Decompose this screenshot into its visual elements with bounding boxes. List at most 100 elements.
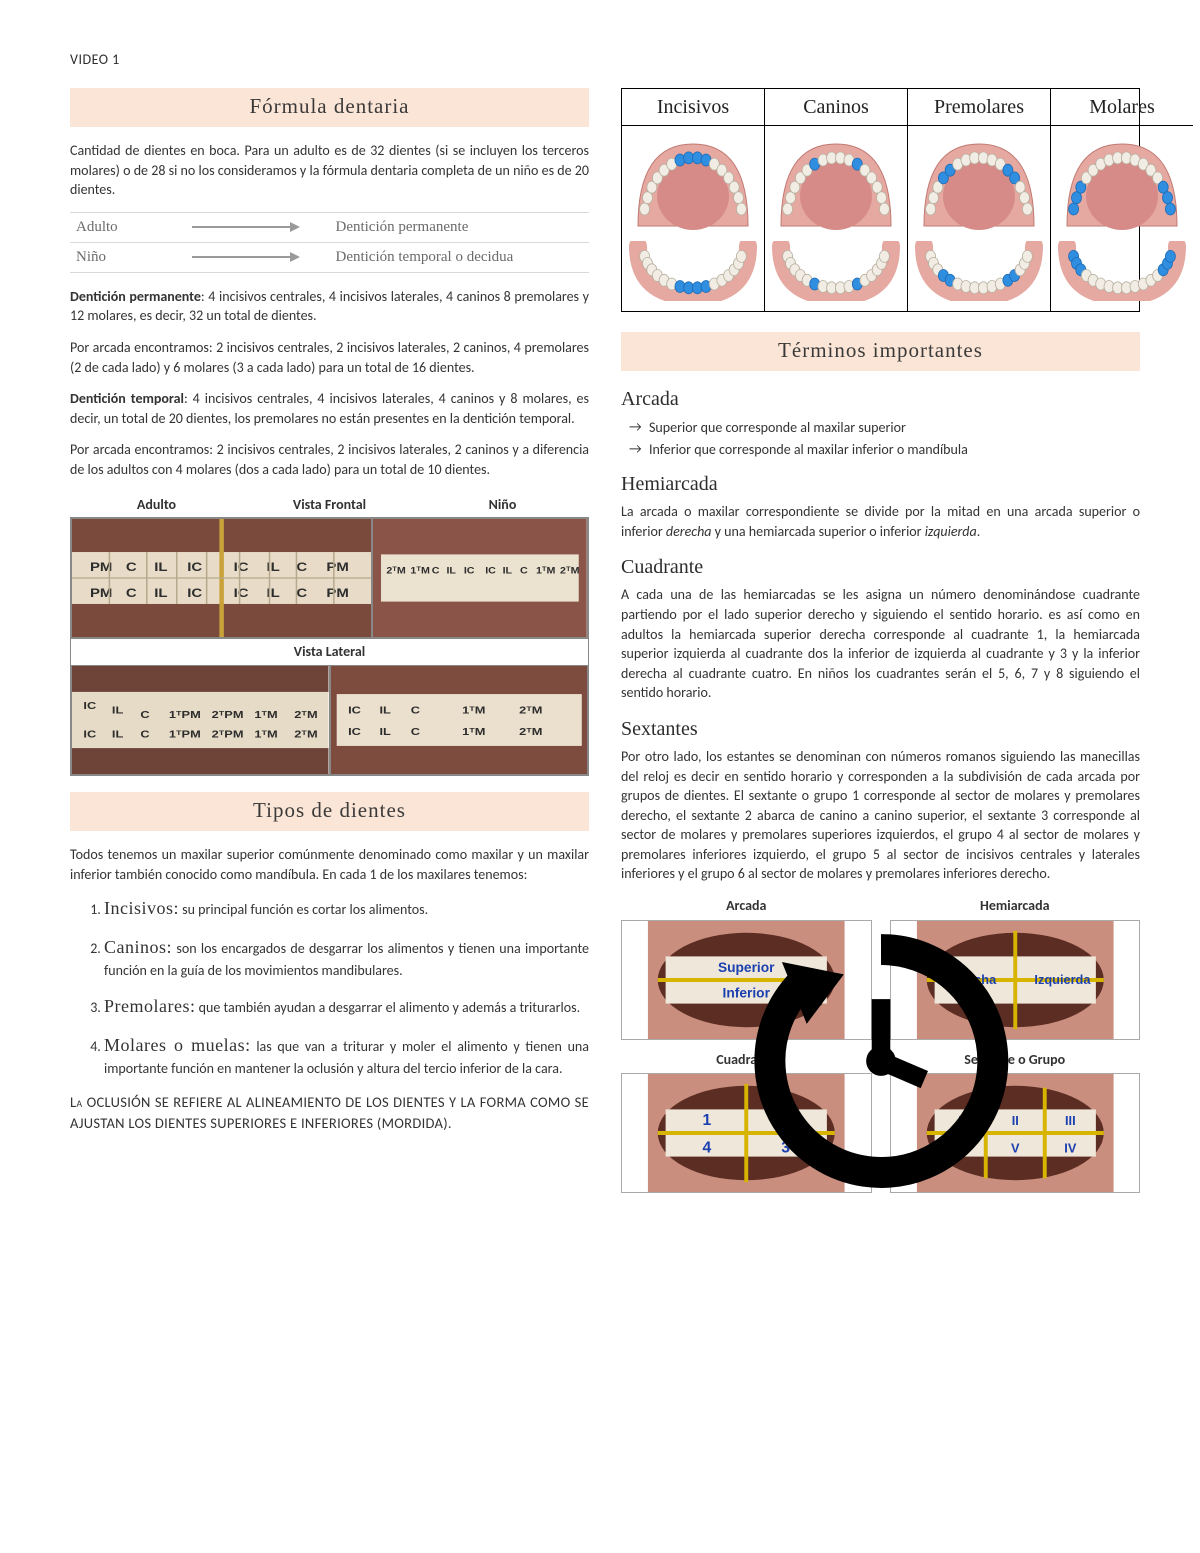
svg-text:2ᵀM: 2ᵀM bbox=[294, 710, 317, 720]
svg-text:2ᵀPM: 2ᵀPM bbox=[212, 710, 244, 720]
section-title-terminos: Términos importantes bbox=[621, 332, 1140, 371]
adult-frontal-photo: PMCILIC ICILCPM PMCILIC ICILCPM bbox=[71, 518, 372, 638]
svg-text:1ᵀM: 1ᵀM bbox=[536, 566, 555, 576]
svg-text:IL: IL bbox=[154, 561, 167, 574]
list-item: Incisivos: su principal función es corta… bbox=[104, 896, 589, 921]
dentition-table: Adulto Dentición permanente Niño Dentici… bbox=[70, 212, 589, 273]
svg-text:IL: IL bbox=[112, 729, 123, 739]
svg-text:IL: IL bbox=[379, 706, 390, 716]
tooth-chart-col: Premolares bbox=[908, 89, 1051, 311]
terms-grid: Arcada Superior Inferior Hemiarcada bbox=[621, 896, 1140, 1193]
svg-text:PM: PM bbox=[326, 561, 348, 574]
svg-text:1ᵀPM: 1ᵀPM bbox=[169, 710, 201, 720]
table-row: Niño Dentición temporal o decidua bbox=[70, 242, 589, 272]
arrow-icon bbox=[184, 212, 329, 242]
svg-text:C: C bbox=[410, 727, 419, 737]
svg-text:1ᵀM: 1ᵀM bbox=[411, 566, 430, 576]
arcada-list: Superior que corresponde al maxilar supe… bbox=[621, 417, 1140, 460]
svg-text:2ᵀM: 2ᵀM bbox=[560, 566, 579, 576]
svg-text:IC: IC bbox=[485, 566, 496, 576]
row-target: Dentición temporal o decidua bbox=[329, 242, 589, 272]
svg-text:1ᵀM: 1ᵀM bbox=[254, 710, 277, 720]
svg-text:C: C bbox=[432, 566, 440, 576]
temp-paragraph: Dentición temporal: 4 incisivos centrale… bbox=[70, 389, 589, 428]
left-column: Fórmula dentaria Cantidad de dientes en … bbox=[70, 88, 589, 1194]
svg-text:1ᵀM: 1ᵀM bbox=[462, 706, 485, 716]
svg-text:C: C bbox=[140, 710, 149, 720]
svg-text:C: C bbox=[140, 729, 149, 739]
svg-text:IC: IC bbox=[83, 701, 96, 711]
section-title-tipos: Tipos de dientes bbox=[70, 792, 589, 831]
list-item: Inferior que corresponde al maxilar infe… bbox=[649, 439, 1140, 461]
svg-text:IC: IC bbox=[187, 561, 202, 574]
svg-text:IC: IC bbox=[464, 566, 475, 576]
svg-text:C: C bbox=[520, 566, 528, 576]
tooth-chart-col: Caninos bbox=[765, 89, 908, 311]
row-target: Dentición permanente bbox=[329, 212, 589, 242]
photo-captions-top: Adulto Vista Frontal Niño bbox=[70, 492, 589, 518]
row-label: Niño bbox=[70, 242, 184, 272]
clockwise-icon bbox=[621, 912, 1140, 1209]
svg-text:1ᵀPM: 1ᵀPM bbox=[169, 729, 201, 739]
list-item: Superior que corresponde al maxilar supe… bbox=[649, 417, 1140, 439]
tooth-types-list: Incisivos: su principal función es corta… bbox=[70, 896, 589, 1078]
svg-text:IC: IC bbox=[234, 561, 249, 574]
svg-text:IC: IC bbox=[348, 727, 361, 737]
svg-text:C: C bbox=[126, 561, 137, 574]
svg-text:1ᵀM: 1ᵀM bbox=[462, 727, 485, 737]
temp-arcada: Por arcada encontramos: 2 incisivos cent… bbox=[70, 440, 589, 479]
child-frontal-photo: 2ᵀM1ᵀMCILIC ICILC1ᵀM2ᵀM bbox=[372, 518, 588, 638]
child-lateral-photo: IC IL C 1ᵀM 2ᵀM IC IL C 1ᵀM 2ᵀM bbox=[330, 665, 589, 775]
sext-text: Por otro lado, los estantes se denominan… bbox=[621, 747, 1140, 884]
section-title-formula: Fórmula dentaria bbox=[70, 88, 589, 127]
svg-text:PM: PM bbox=[326, 586, 348, 599]
svg-text:2ᵀM: 2ᵀM bbox=[519, 706, 542, 716]
tooth-chart-header: Incisivos bbox=[622, 89, 764, 126]
svg-text:IC: IC bbox=[83, 729, 96, 739]
adult-lateral-photo: IC IL C 1ᵀPM 2ᵀPM 1ᵀM 2ᵀM IC IL C 1ᵀPM 2ᵀPM 1ᵀM 2ᵀ… bbox=[71, 665, 330, 775]
row-label: Adulto bbox=[70, 212, 184, 242]
list-item: Premolares: que también ayudan a desgarr… bbox=[104, 994, 589, 1019]
svg-text:C: C bbox=[296, 561, 307, 574]
tooth-type-chart: Incisivos Caninos Premolares Molares bbox=[621, 88, 1140, 312]
svg-text:C: C bbox=[126, 586, 137, 599]
subhead-hemiarcada: Hemiarcada bbox=[621, 470, 1140, 498]
svg-text:IL: IL bbox=[112, 706, 123, 716]
page-label: VIDEO 1 bbox=[70, 50, 1140, 70]
tipos-intro: Todos tenemos un maxilar superior comúnm… bbox=[70, 845, 589, 884]
svg-text:C: C bbox=[410, 706, 419, 716]
tooth-chart-col: Molares bbox=[1051, 89, 1193, 311]
subhead-arcada: Arcada bbox=[621, 385, 1140, 413]
arrow-icon bbox=[184, 242, 329, 272]
hemi-text: La arcada o maxilar correspondiente se d… bbox=[621, 502, 1140, 541]
perm-paragraph: Dentición permanente: 4 incisivos centra… bbox=[70, 287, 589, 326]
tooth-chart-col: Incisivos bbox=[622, 89, 765, 311]
svg-text:IC: IC bbox=[348, 706, 361, 716]
svg-text:IL: IL bbox=[379, 727, 390, 737]
tooth-chart-header: Caninos bbox=[765, 89, 907, 126]
list-item: Caninos: son los encargados de desgarrar… bbox=[104, 935, 589, 980]
perm-arcada: Por arcada encontramos: 2 incisivos cent… bbox=[70, 338, 589, 377]
svg-text:IL: IL bbox=[154, 586, 167, 599]
svg-text:2ᵀM: 2ᵀM bbox=[387, 566, 406, 576]
list-item: Molares o muelas: las que van a triturar… bbox=[104, 1033, 589, 1078]
svg-text:C: C bbox=[296, 586, 307, 599]
svg-text:1ᵀM: 1ᵀM bbox=[254, 729, 277, 739]
svg-text:IL: IL bbox=[267, 586, 280, 599]
tooth-chart-header: Molares bbox=[1051, 89, 1193, 126]
intro-text: Cantidad de dientes en boca. Para un adu… bbox=[70, 141, 589, 200]
svg-text:IL: IL bbox=[267, 561, 280, 574]
svg-text:IC: IC bbox=[187, 586, 202, 599]
subhead-cuadrante: Cuadrante bbox=[621, 553, 1140, 581]
cuad-text: A cada una de las hemiarcadas se les asi… bbox=[621, 585, 1140, 703]
oclusion-note: La OCLUSIÓN SE REFIERE AL ALINEAMIENTO D… bbox=[70, 1092, 589, 1133]
subhead-sextantes: Sextantes bbox=[621, 715, 1140, 743]
teeth-photo-block: PMCILIC ICILCPM PMCILIC ICILCPM bbox=[70, 517, 589, 776]
tooth-chart-header: Premolares bbox=[908, 89, 1050, 126]
svg-text:IL: IL bbox=[447, 566, 457, 576]
svg-text:2ᵀM: 2ᵀM bbox=[294, 729, 317, 739]
svg-text:IC: IC bbox=[234, 586, 249, 599]
svg-text:2ᵀM: 2ᵀM bbox=[519, 727, 542, 737]
svg-text:2ᵀPM: 2ᵀPM bbox=[212, 729, 244, 739]
table-row: Adulto Dentición permanente bbox=[70, 212, 589, 242]
